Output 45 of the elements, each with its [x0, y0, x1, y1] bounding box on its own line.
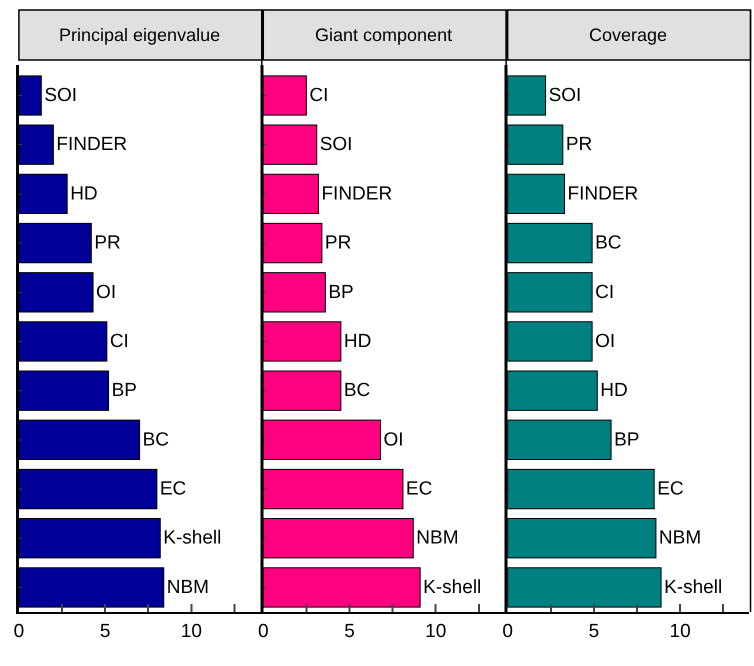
category-label: BP: [328, 282, 354, 303]
x-tick-label: 5: [344, 620, 355, 642]
category-label: HD: [600, 380, 628, 402]
category-label: K-shell: [423, 576, 482, 598]
x-tick-label: 10: [180, 620, 202, 642]
category-label: CI: [595, 282, 614, 303]
category-label: SOI: [44, 84, 78, 106]
category-label: CI: [110, 330, 129, 352]
category-label: BP: [614, 429, 640, 450]
category-label: K-shell: [664, 576, 722, 598]
category-label: EC: [406, 478, 432, 500]
category-label: OI: [96, 282, 116, 303]
category-label: BP: [112, 380, 137, 402]
category-label: K-shell: [163, 528, 222, 549]
category-label: BC: [142, 429, 170, 450]
x-tick-label: 10: [425, 620, 446, 642]
category-label: EC: [657, 478, 684, 500]
category-label: CI: [309, 84, 328, 106]
category-label: PR: [324, 232, 352, 254]
x-tick-label: 10: [669, 620, 691, 642]
chart-title: Giant component: [315, 25, 452, 45]
category-label: BC: [344, 380, 370, 402]
category-label: HD: [344, 330, 372, 352]
category-label: NBM: [416, 528, 459, 549]
category-label: EC: [160, 478, 186, 500]
x-tick-label: 5: [100, 620, 110, 642]
category-label: FINDER: [321, 183, 392, 204]
category-label: FINDER: [56, 134, 128, 156]
x-tick-label: 0: [14, 620, 24, 642]
category-label: FINDER: [568, 183, 638, 204]
x-tick-label: 0: [258, 620, 269, 642]
category-label: HD: [70, 183, 98, 204]
x-tick-label: 0: [502, 620, 513, 642]
category-label: NBM: [658, 528, 702, 549]
x-tick-label: 5: [588, 620, 600, 642]
category-label: PR: [566, 134, 592, 156]
chart-title: Coverage: [589, 25, 668, 45]
chart-title: Principal eigenvalue: [59, 25, 220, 45]
category-label: OI: [595, 330, 616, 352]
category-label: BC: [595, 232, 622, 254]
category-label: OI: [384, 429, 404, 450]
category-label: NBM: [166, 576, 209, 598]
category-label: SOI: [320, 134, 352, 156]
category-label: SOI: [548, 84, 582, 106]
category-label: PR: [94, 232, 121, 254]
